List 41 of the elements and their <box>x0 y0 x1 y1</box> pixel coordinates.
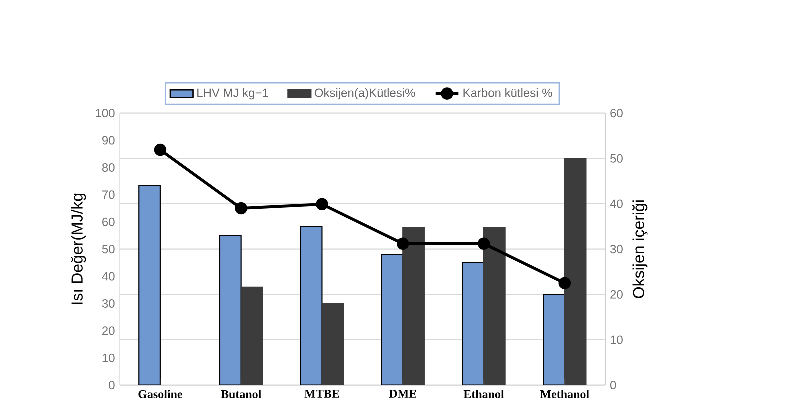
y-tick-label: 30 <box>102 299 115 308</box>
bar <box>219 235 242 386</box>
y-tick-label: 100 <box>96 109 115 118</box>
x-tick-label: DME <box>389 390 416 398</box>
legend-label: Oksijen(a)Kütlesi% <box>314 88 416 100</box>
bar <box>300 226 323 386</box>
y-tick-label: 60 <box>102 218 115 226</box>
y-tick-label: 80 <box>102 163 115 172</box>
bar <box>462 262 485 386</box>
y2-tick-label: 40 <box>610 200 623 208</box>
y-tick-label: 90 <box>102 136 115 145</box>
y2-tick-label: 0 <box>610 381 616 390</box>
y2-tick-label: 20 <box>610 290 623 299</box>
x-tick-label: Methanol <box>540 390 590 398</box>
x-tick-label: Ethanol <box>464 390 504 398</box>
y2-tick-label: 60 <box>610 109 623 118</box>
y-tick-label: 50 <box>102 245 115 254</box>
legend-label: LHV MJ kg−1 <box>198 88 268 100</box>
y2-tick-label: 30 <box>610 245 623 254</box>
point <box>154 144 167 156</box>
bar <box>543 294 566 386</box>
y-tick-label: 0 <box>109 381 115 390</box>
y2-tick-label: 10 <box>610 336 623 344</box>
point <box>558 277 572 290</box>
legend-label: Karbon kütlesi % <box>464 88 552 98</box>
x-tick-label: Butanol <box>221 390 262 398</box>
y-tick-label: 20 <box>102 326 115 336</box>
y-axis-title: Isı Değer(MJ/kg <box>71 194 86 304</box>
y2-axis-title: Oksijen içeriği <box>632 200 648 298</box>
point <box>316 198 328 211</box>
bar <box>381 254 404 386</box>
x-tick-label: Gasoline <box>138 390 182 398</box>
x-tick-label: MTBE <box>304 390 340 398</box>
point <box>396 238 410 250</box>
y-tick-label: 70 <box>102 190 115 200</box>
y-tick-label: 10 <box>102 354 115 362</box>
y2-tick-label: 50 <box>610 154 623 163</box>
bar <box>138 185 161 386</box>
y-tick-label: 40 <box>102 272 115 281</box>
point <box>478 238 490 250</box>
point <box>235 202 248 215</box>
